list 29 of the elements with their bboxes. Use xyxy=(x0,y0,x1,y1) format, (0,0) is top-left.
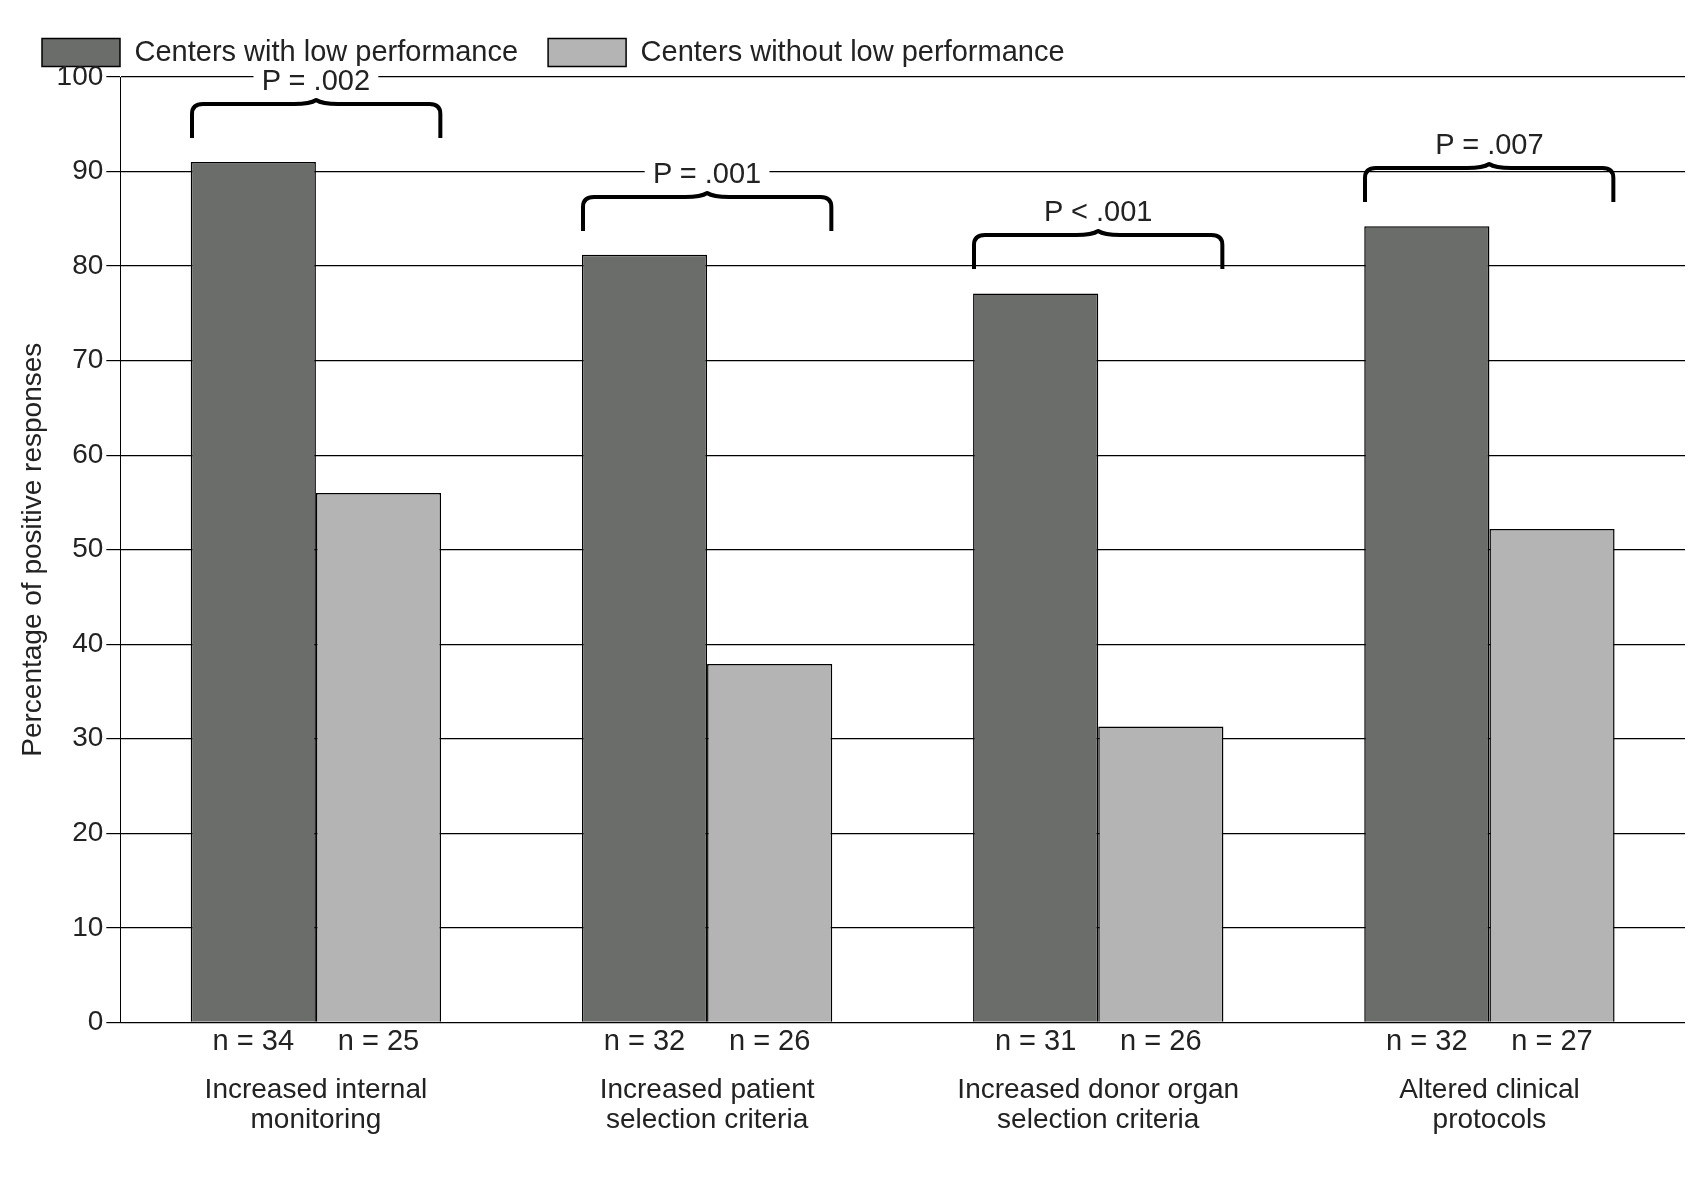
annotation: n = 34 xyxy=(212,1024,295,1057)
y-tick-label: 70 xyxy=(72,343,104,375)
y-tick-label: 30 xyxy=(72,721,104,753)
y-tick-label: 50 xyxy=(72,532,104,564)
y-tick-label: 60 xyxy=(72,437,104,469)
annotation: n = 26 xyxy=(728,1024,811,1057)
legend-label: Centers with low performance xyxy=(134,34,519,67)
annotation: P = .007 xyxy=(1435,128,1544,161)
x-tick-label: Increased patient selection criteria xyxy=(599,1072,815,1135)
y-tick-label: 10 xyxy=(72,910,104,942)
annotation: n = 31 xyxy=(994,1024,1077,1057)
annotation: n = 27 xyxy=(1511,1024,1593,1057)
annotation: P < .001 xyxy=(1044,195,1153,228)
annotation: P = .001 xyxy=(652,156,762,189)
y-tick-label: 40 xyxy=(72,626,104,658)
y-tick-label: 20 xyxy=(72,816,104,848)
x-tick-label: Increased internal monitoring xyxy=(204,1072,428,1135)
y-tick-label: 0 xyxy=(87,1005,104,1037)
y-tick-label: 90 xyxy=(72,154,104,186)
annotation: n = 32 xyxy=(603,1024,686,1057)
annotation: n = 25 xyxy=(337,1024,420,1057)
legend-label: Centers without low performance xyxy=(640,34,1065,67)
annotation: n = 32 xyxy=(1386,1024,1468,1057)
y-tick-label: 80 xyxy=(72,248,104,280)
y-axis-title: Percentage of positive responses xyxy=(15,342,47,757)
y-tick-label: 100 xyxy=(56,59,104,91)
x-tick-label: Altered clinical protocols xyxy=(1399,1072,1580,1135)
x-tick-label: Increased donor organ selection criteria xyxy=(957,1072,1240,1135)
annotation: n = 26 xyxy=(1120,1024,1202,1057)
